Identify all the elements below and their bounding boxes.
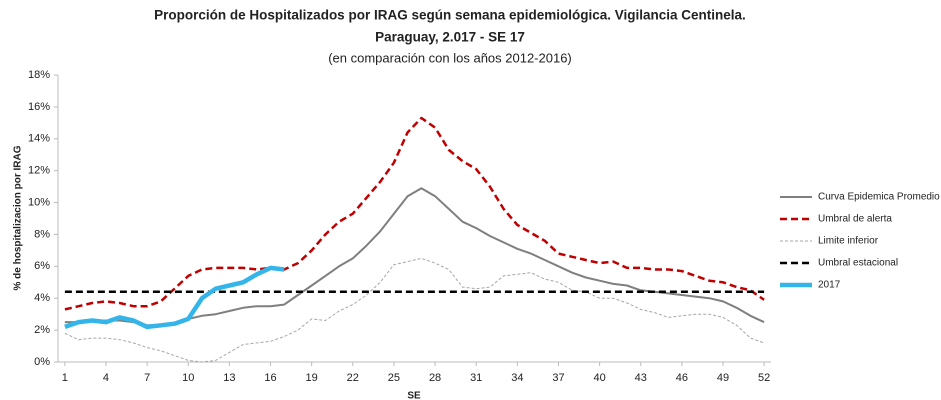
x-tick-label: 49 [717, 372, 729, 384]
legend-label: Limite inferior [818, 236, 879, 247]
series-line [64, 257, 765, 363]
chart-subtitle: (en comparación con los años 2012-2016) [328, 50, 572, 65]
x-tick-label: 13 [223, 372, 235, 384]
series-line [64, 187, 765, 327]
y-tick-label: 0% [34, 356, 50, 368]
legend-label: Umbral de alerta [818, 214, 892, 225]
x-tick-label: 4 [103, 372, 109, 384]
x-tick-label: 16 [264, 372, 276, 384]
y-tick-label: 16% [28, 101, 50, 113]
x-tick-label: 25 [388, 372, 400, 384]
x-tick-label: 1 [62, 372, 68, 384]
x-tick-label: 19 [306, 372, 318, 384]
x-tick-label: 43 [635, 372, 647, 384]
x-tick-label: 34 [511, 372, 523, 384]
chart-title: Proporción de Hospitalizados por IRAG se… [154, 8, 746, 23]
y-tick-label: 8% [34, 228, 50, 240]
x-tick-label: 28 [429, 372, 441, 384]
y-axis-label: % de hospitalizacion por IRAG [13, 145, 24, 290]
y-tick-label: 12% [28, 165, 50, 177]
x-tick-label: 37 [552, 372, 564, 384]
y-tick-label: 4% [34, 292, 50, 304]
x-tick-label: 52 [758, 372, 770, 384]
legend-label: 2017 [818, 280, 841, 291]
y-tick-label: 6% [34, 260, 50, 272]
series-line [64, 116, 765, 311]
chart-title-line-2: Paraguay, 2.017 - SE 17 [375, 30, 525, 45]
y-tick-label: 14% [28, 133, 50, 145]
y-tick-label: 18% [28, 69, 50, 81]
x-axis-label: SE [407, 391, 421, 400]
y-tick-label: 2% [34, 324, 50, 336]
legend-label: Umbral estacional [818, 258, 898, 269]
x-tick-label: 46 [676, 372, 688, 384]
x-tick-label: 22 [347, 372, 359, 384]
x-tick-label: 7 [144, 372, 150, 384]
x-tick-label: 31 [470, 372, 482, 384]
x-tick-label: 40 [593, 372, 605, 384]
series-line [64, 265, 285, 330]
legend-label: Curva Epidemica Promedio [818, 192, 940, 203]
x-tick-label: 10 [182, 372, 194, 384]
y-tick-label: 10% [28, 196, 50, 208]
